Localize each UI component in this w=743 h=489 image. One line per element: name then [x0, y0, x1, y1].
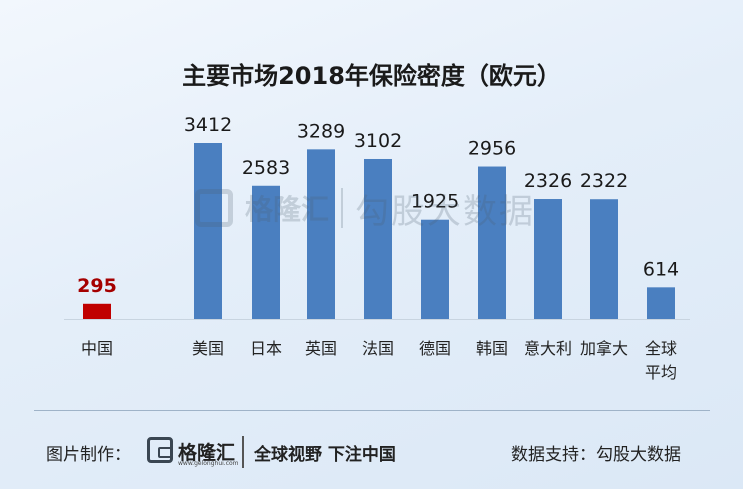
category-label-德国: 德国 [419, 339, 451, 358]
footer-brand-url: www.gelonghui.com [178, 460, 239, 467]
chart-title: 主要市场2018年保险密度（欧元） [182, 62, 561, 90]
value-label-加拿大: 2322 [580, 170, 628, 192]
bar-日本 [252, 185, 280, 319]
value-label-韩国: 2956 [468, 138, 516, 160]
category-label-美国: 美国 [192, 339, 224, 358]
brand-logo-icon [147, 437, 173, 463]
bar-中国 [83, 303, 111, 319]
watermark: 格隆汇 勾股大数据 [195, 182, 585, 234]
category-label-法国: 法国 [362, 339, 394, 358]
footer-slogan: 全球视野 下注中国 [254, 445, 396, 465]
value-label-法国: 3102 [354, 130, 402, 152]
watermark-source: 勾股大数据 [355, 191, 536, 232]
value-label-意大利: 2326 [524, 170, 572, 192]
category-label-英国: 英国 [305, 339, 337, 358]
bar-英国 [307, 149, 335, 319]
value-label-美国: 3412 [184, 114, 232, 136]
bar-全球平均 [647, 287, 675, 319]
bar-韩国 [478, 166, 506, 319]
category-label-全球平均-1: 全球 [645, 339, 677, 358]
category-label-日本: 日本 [250, 339, 282, 358]
footer-credit-label: 图片制作： [46, 445, 131, 465]
category-label-中国: 中国 [81, 339, 113, 358]
category-label-加拿大: 加拿大 [580, 339, 628, 358]
watermark-divider [341, 188, 344, 228]
category-label-全球平均-2: 平均 [645, 363, 677, 382]
watermark-brand: 格隆汇 [245, 193, 330, 226]
footer-brand-name: 格隆汇 [178, 442, 236, 464]
value-label-中国: 295 [77, 275, 117, 297]
footer-separator [242, 436, 244, 468]
footer-data-support: 数据支持：勾股大数据 [511, 445, 681, 465]
value-label-德国: 1925 [411, 191, 459, 213]
bar-德国 [421, 219, 449, 319]
value-label-全球平均: 614 [643, 258, 679, 280]
category-label-意大利: 意大利 [524, 339, 572, 358]
category-label-韩国: 韩国 [476, 339, 508, 358]
value-label-日本: 2583 [242, 157, 290, 179]
bar-法国 [364, 158, 392, 319]
value-label-英国: 3289 [297, 120, 345, 142]
bar-加拿大 [590, 199, 618, 319]
footer: 图片制作： 格隆汇 www.gelonghui.com 全球视野 下注中国 数据… [0, 428, 743, 476]
plot-area: 295 中国 3412 美国 2583 日本 3289 英国 3102 法国 1925 德国 2956 韩… [64, 114, 690, 382]
watermark-logo-icon [195, 189, 233, 227]
bar-chart: 295 中国 3412 美国 2583 日本 3289 英国 3102 法国 1925 德国 2956 韩… [64, 114, 690, 382]
footer-divider [34, 410, 710, 411]
bar-美国 [194, 143, 222, 319]
bar-意大利 [534, 199, 562, 319]
